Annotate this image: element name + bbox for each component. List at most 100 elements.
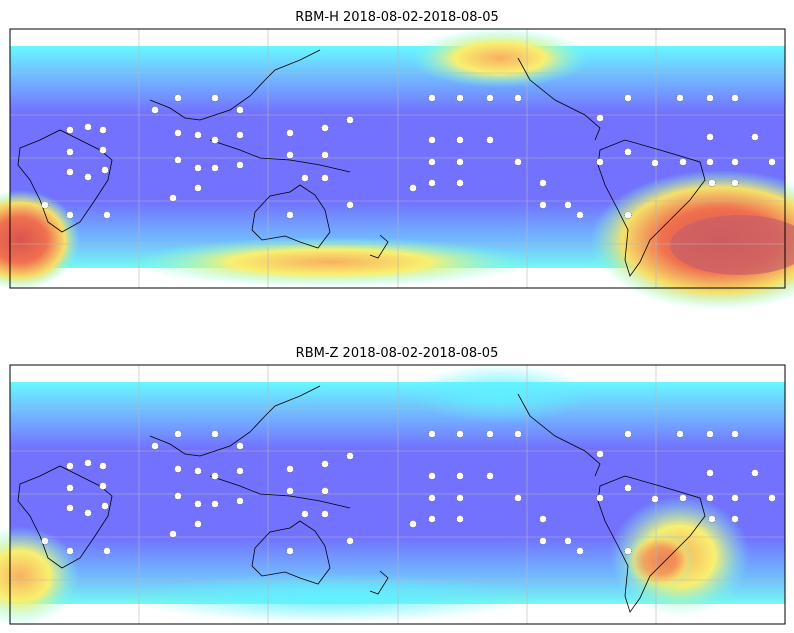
coastline bbox=[209, 475, 351, 509]
station bbox=[103, 211, 111, 219]
coastline bbox=[17, 129, 113, 233]
station bbox=[679, 158, 687, 166]
station bbox=[428, 94, 436, 102]
station bbox=[236, 467, 244, 475]
station bbox=[706, 494, 714, 502]
station bbox=[539, 537, 547, 545]
station bbox=[428, 494, 436, 502]
station bbox=[99, 146, 107, 154]
station bbox=[286, 151, 294, 159]
station bbox=[428, 179, 436, 187]
station bbox=[174, 129, 182, 137]
station bbox=[751, 469, 759, 477]
station bbox=[66, 462, 74, 470]
station bbox=[66, 211, 74, 219]
coastline bbox=[597, 139, 706, 277]
station bbox=[428, 430, 436, 438]
station bbox=[428, 158, 436, 166]
field-blob bbox=[670, 215, 794, 275]
coastline bbox=[149, 385, 321, 457]
station bbox=[41, 201, 49, 209]
station bbox=[708, 179, 716, 187]
station bbox=[456, 472, 464, 480]
station bbox=[596, 494, 604, 502]
station bbox=[456, 430, 464, 438]
coastline bbox=[369, 234, 389, 259]
station bbox=[428, 472, 436, 480]
station bbox=[286, 487, 294, 495]
station bbox=[211, 500, 219, 508]
field-blob bbox=[0, 190, 80, 290]
station bbox=[514, 430, 522, 438]
station bbox=[456, 94, 464, 102]
station bbox=[409, 520, 417, 528]
coastline bbox=[517, 393, 601, 477]
station bbox=[564, 537, 572, 545]
coastline bbox=[209, 139, 351, 173]
station bbox=[84, 509, 92, 517]
station bbox=[301, 510, 309, 518]
field-blob bbox=[130, 573, 530, 623]
station bbox=[409, 184, 417, 192]
station bbox=[211, 164, 219, 172]
coastline bbox=[251, 184, 331, 249]
station bbox=[346, 452, 354, 460]
station bbox=[286, 129, 294, 137]
field-blob bbox=[0, 526, 80, 626]
station bbox=[706, 430, 714, 438]
station bbox=[624, 547, 632, 555]
station bbox=[99, 126, 107, 134]
station bbox=[596, 450, 604, 458]
map-panel bbox=[0, 364, 786, 626]
station bbox=[706, 94, 714, 102]
station bbox=[768, 494, 776, 502]
station bbox=[211, 472, 219, 480]
station bbox=[286, 465, 294, 473]
station bbox=[624, 94, 632, 102]
station bbox=[706, 469, 714, 477]
station bbox=[321, 487, 329, 495]
station bbox=[66, 547, 74, 555]
station bbox=[624, 430, 632, 438]
station bbox=[286, 211, 294, 219]
station bbox=[174, 94, 182, 102]
station bbox=[576, 547, 584, 555]
coastline bbox=[149, 49, 321, 121]
station bbox=[731, 515, 739, 523]
station bbox=[539, 201, 547, 209]
station bbox=[174, 492, 182, 500]
field-blob bbox=[625, 531, 695, 591]
station bbox=[211, 430, 219, 438]
station bbox=[486, 136, 494, 144]
map-panel bbox=[0, 28, 794, 310]
station bbox=[169, 530, 177, 538]
station bbox=[99, 462, 107, 470]
station bbox=[486, 472, 494, 480]
station bbox=[66, 504, 74, 512]
station bbox=[99, 482, 107, 490]
station bbox=[346, 201, 354, 209]
station bbox=[706, 158, 714, 166]
station bbox=[174, 465, 182, 473]
station bbox=[456, 158, 464, 166]
field-blob bbox=[130, 237, 530, 287]
station bbox=[66, 148, 74, 156]
station bbox=[676, 430, 684, 438]
station bbox=[151, 442, 159, 450]
station bbox=[236, 442, 244, 450]
station bbox=[456, 179, 464, 187]
station bbox=[151, 106, 159, 114]
station bbox=[301, 174, 309, 182]
station bbox=[174, 430, 182, 438]
station bbox=[514, 94, 522, 102]
station bbox=[286, 547, 294, 555]
station bbox=[174, 156, 182, 164]
station bbox=[103, 547, 111, 555]
station bbox=[651, 159, 659, 167]
station bbox=[731, 158, 739, 166]
field-blob bbox=[410, 28, 590, 88]
station bbox=[84, 173, 92, 181]
station bbox=[768, 158, 776, 166]
station bbox=[194, 184, 202, 192]
